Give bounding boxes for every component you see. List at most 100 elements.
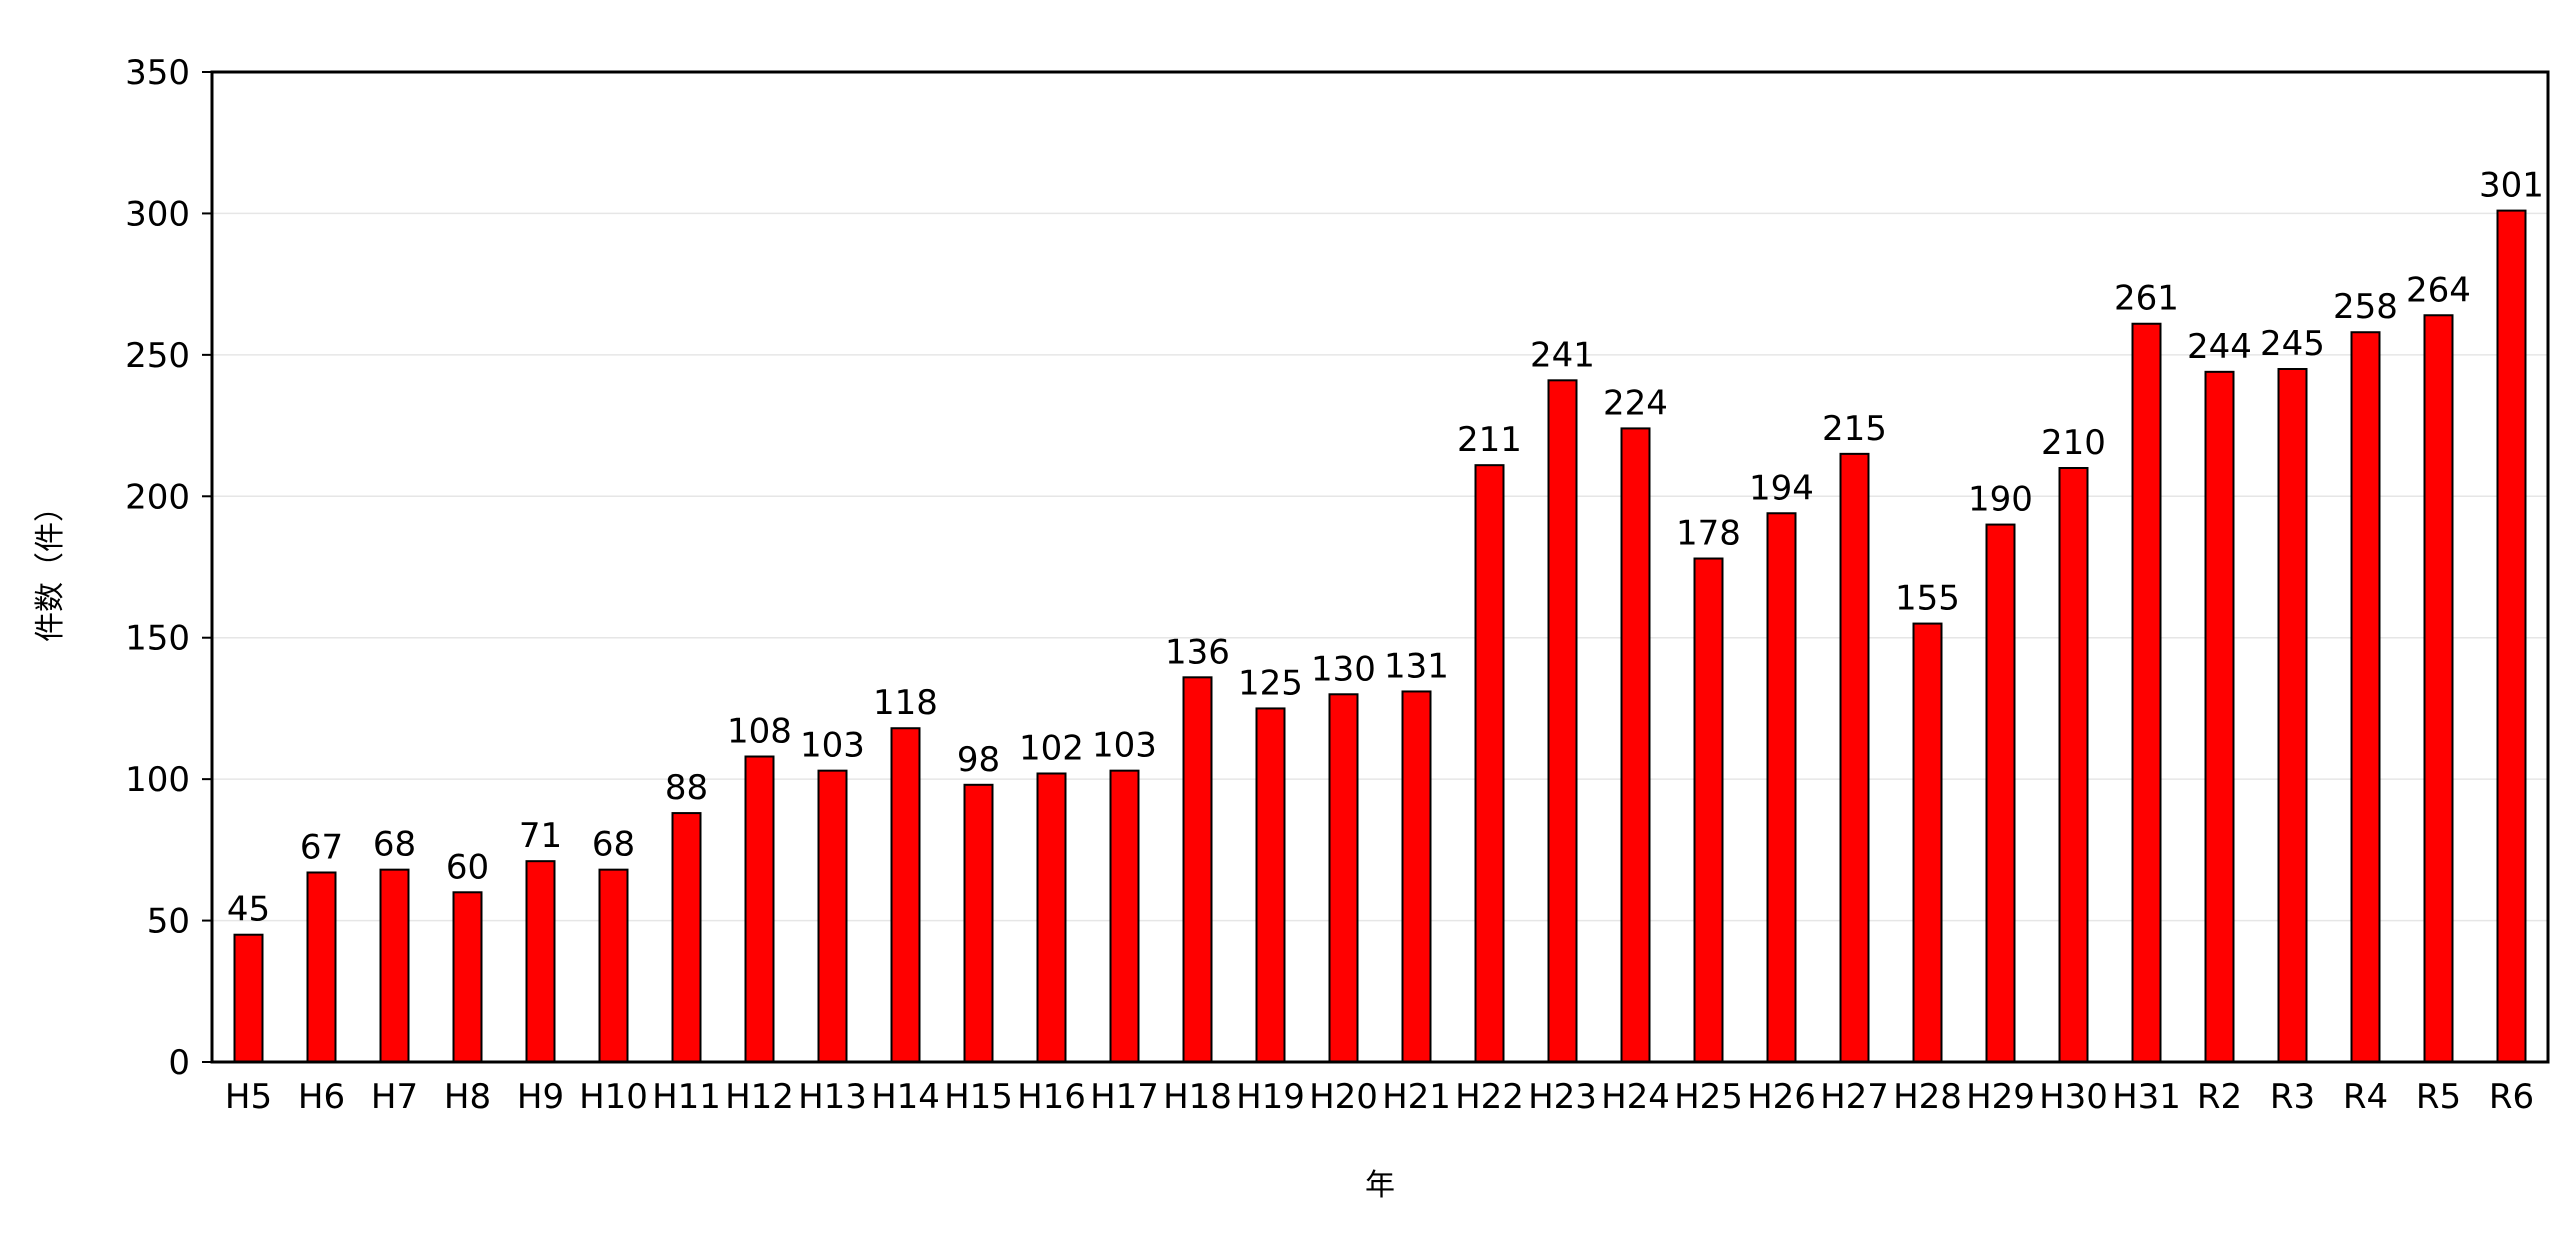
bar-H13 (817, 769, 848, 1064)
y-tick-label: 250 (125, 336, 190, 376)
data-label-R3: 245 (2260, 324, 2325, 364)
data-label-H5: 45 (227, 890, 270, 930)
bar-H26 (1766, 512, 1797, 1063)
x-tick-label-H25: H25 (1674, 1077, 1743, 1117)
y-tick-label: 50 (147, 902, 190, 942)
data-label-H19: 125 (1238, 663, 1303, 703)
bar-H24 (1620, 427, 1651, 1063)
y-tick-label: 0 (168, 1043, 190, 1083)
bar-H12 (744, 755, 775, 1063)
x-tick-label-H20: H20 (1309, 1077, 1378, 1117)
x-tick-label-H14: H14 (871, 1077, 940, 1117)
data-label-H30: 210 (2041, 423, 2106, 463)
data-label-R6: 301 (2479, 166, 2544, 206)
data-label-H10: 68 (592, 825, 635, 865)
data-label-H18: 136 (1165, 632, 1230, 672)
y-tick-label: 350 (125, 53, 190, 93)
data-label-H14: 118 (873, 683, 938, 723)
data-label-H23: 241 (1530, 335, 1595, 375)
bar-H7 (379, 868, 410, 1064)
bar-H8 (452, 891, 483, 1063)
bar-H14 (890, 727, 921, 1063)
data-label-H29: 190 (1968, 480, 2033, 520)
x-tick-label-R6: R6 (2489, 1077, 2534, 1117)
x-tick-label-H13: H13 (798, 1077, 867, 1117)
data-label-H31: 261 (2114, 279, 2179, 319)
bar-R3 (2277, 368, 2308, 1063)
data-label-H11: 88 (665, 768, 708, 808)
data-label-H22: 211 (1457, 420, 1522, 460)
x-tick-label-H30: H30 (2039, 1077, 2108, 1117)
bar-R4 (2350, 331, 2381, 1063)
bar-H27 (1839, 452, 1870, 1064)
bar-H18 (1182, 676, 1213, 1063)
data-label-H6: 67 (300, 827, 343, 867)
x-axis-title: 年 (1365, 1168, 1395, 1203)
y-tick-label: 150 (125, 619, 190, 659)
data-label-R4: 258 (2333, 287, 2398, 327)
x-tick-label-R4: R4 (2343, 1077, 2388, 1117)
bar-H10 (598, 868, 629, 1064)
x-tick-label-R3: R3 (2270, 1077, 2315, 1117)
x-tick-label-H15: H15 (944, 1077, 1013, 1117)
x-tick-label-H21: H21 (1382, 1077, 1451, 1117)
bar-H22 (1474, 464, 1505, 1063)
bar-H21 (1401, 690, 1432, 1063)
x-tick-label-H18: H18 (1163, 1077, 1232, 1117)
bar-H9 (525, 860, 556, 1064)
plot-area-frame (210, 70, 2550, 1064)
x-tick-label-H28: H28 (1893, 1077, 1962, 1117)
data-label-H28: 155 (1895, 579, 1960, 619)
bar-H23 (1547, 379, 1578, 1064)
data-label-H21: 131 (1384, 646, 1449, 686)
y-tick-label: 100 (125, 760, 190, 800)
x-axis-ticks: H5 H6 H7 H8 H9 H10 H11 H12 H13 H14 H15 H16 H17 H18 H19… (225, 1077, 2534, 1117)
bar-R5 (2423, 314, 2454, 1063)
x-tick-label-H12: H12 (725, 1077, 794, 1117)
bar-R6 (2496, 209, 2527, 1064)
x-tick-label-H29: H29 (1966, 1077, 2035, 1117)
data-label-R5: 264 (2406, 270, 2471, 310)
bar-H17 (1109, 769, 1140, 1064)
x-tick-label-H7: H7 (371, 1077, 418, 1117)
x-tick-label-H31: H31 (2112, 1077, 2181, 1117)
data-label-H12: 108 (727, 712, 792, 752)
data-label-H13: 103 (800, 726, 865, 766)
x-tick-label-H9: H9 (517, 1077, 564, 1117)
x-tick-label-R5: R5 (2416, 1077, 2461, 1117)
y-axis-title: 件数（件） (33, 492, 68, 642)
data-label-H7: 68 (373, 825, 416, 865)
y-axis-ticks: 0 50 100 150 200 250 300 350 (125, 53, 212, 1083)
bar-H30 (2058, 467, 2089, 1063)
x-tick-label-H27: H27 (1820, 1077, 1889, 1117)
y-tick-label: 200 (125, 477, 190, 517)
bar-H28 (1912, 622, 1943, 1063)
bar-H25 (1693, 557, 1724, 1063)
data-label-H25: 178 (1676, 514, 1741, 554)
x-tick-label-H17: H17 (1090, 1077, 1159, 1117)
x-tick-label-H6: H6 (298, 1077, 345, 1117)
data-label-H20: 130 (1311, 649, 1376, 689)
grid-lines (212, 212, 2548, 922)
data-label-H17: 103 (1092, 726, 1157, 766)
x-tick-label-H24: H24 (1601, 1077, 1670, 1117)
bar-H19 (1255, 707, 1286, 1064)
x-tick-label-H5: H5 (225, 1077, 272, 1117)
data-label-H9: 71 (519, 816, 562, 856)
bar-H11 (671, 812, 702, 1063)
bar-H31 (2131, 322, 2162, 1063)
x-tick-label-H11: H11 (652, 1077, 721, 1117)
data-label-H16: 102 (1019, 728, 1084, 768)
data-label-H27: 215 (1822, 409, 1887, 449)
bars (233, 209, 2527, 1064)
bar-H15 (963, 783, 994, 1063)
bar-H29 (1985, 523, 2016, 1063)
x-tick-label-H23: H23 (1528, 1077, 1597, 1117)
data-label-H26: 194 (1749, 468, 1814, 508)
y-tick-label: 300 (125, 194, 190, 234)
x-tick-label-H26: H26 (1747, 1077, 1816, 1117)
x-tick-label-H19: H19 (1236, 1077, 1305, 1117)
data-label-H24: 224 (1603, 383, 1668, 423)
